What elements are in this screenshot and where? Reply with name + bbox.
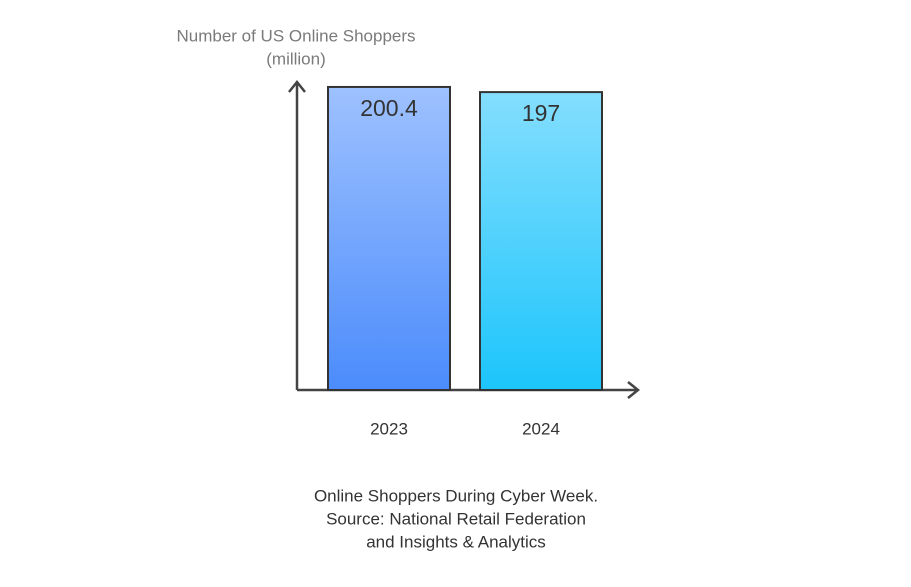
y-axis-label: (million) xyxy=(266,49,326,68)
bar xyxy=(327,85,451,392)
x-tick-label: 2024 xyxy=(522,419,560,438)
data-label: 200.4 xyxy=(360,95,418,121)
caption: and Insights & Analytics xyxy=(366,532,546,551)
caption: Online Shoppers During Cyber Week. xyxy=(314,486,598,505)
data-label: 197 xyxy=(522,100,560,126)
caption: Source: National Retail Federation xyxy=(326,509,586,528)
y-axis-label: Number of US Online Shoppers xyxy=(176,26,415,45)
bar xyxy=(479,91,603,391)
x-tick-label: 2023 xyxy=(370,419,408,438)
y-axis xyxy=(288,79,306,390)
